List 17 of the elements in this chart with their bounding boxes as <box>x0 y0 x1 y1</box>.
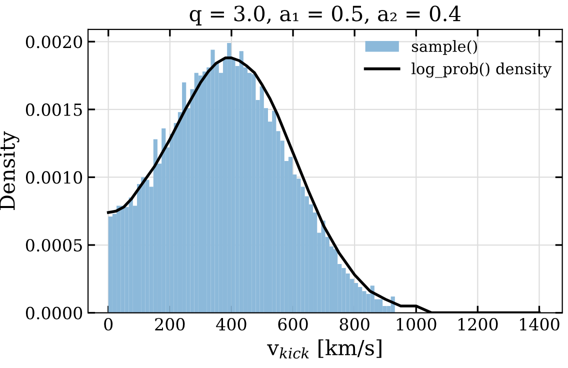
x-tick-label: 0 <box>104 318 113 331</box>
x-tick-label: 200 <box>155 318 185 331</box>
legend-label: sample() <box>412 40 477 55</box>
x-tick-label: 800 <box>340 318 370 331</box>
x-tick-label: 600 <box>278 318 308 331</box>
x-axis-title: v$_{kick}$ [km/s] <box>267 339 382 359</box>
x-tick-label: 400 <box>216 318 246 331</box>
x-tick-label: 1200 <box>458 318 498 331</box>
y-tick-label: 0.0005 <box>26 238 82 252</box>
y-tick-label: 0.0020 <box>26 36 82 48</box>
y-tick-label: 0.0015 <box>26 103 82 116</box>
x-tick-label: 1000 <box>396 318 436 331</box>
chart-title: q = 3.0, a₁ = 0.5, a₂ = 0.4 <box>190 6 461 26</box>
y-tick-label: 0.0000 <box>26 306 82 320</box>
legend-label: log_prob() density <box>412 62 552 78</box>
x-tick-label: 1400 <box>520 318 560 331</box>
y-tick-label: 0.0010 <box>26 171 82 184</box>
